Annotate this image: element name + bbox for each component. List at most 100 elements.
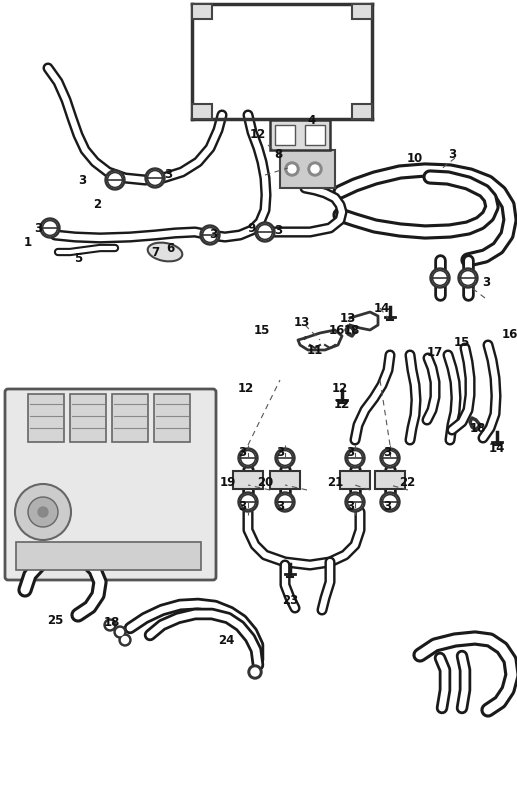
Text: 3: 3	[238, 499, 246, 513]
Text: 8: 8	[274, 148, 282, 162]
Text: 22: 22	[399, 476, 415, 488]
Ellipse shape	[148, 243, 183, 261]
Text: 3: 3	[383, 447, 391, 459]
Circle shape	[116, 629, 124, 636]
Text: 3: 3	[482, 276, 490, 289]
Text: 3: 3	[346, 447, 354, 459]
Bar	[275, 125, 295, 145]
Text: 19: 19	[220, 476, 236, 488]
Text: 23: 23	[282, 593, 298, 607]
Bar	[192, 104, 212, 119]
Circle shape	[251, 668, 259, 676]
Circle shape	[203, 228, 218, 243]
Bar	[340, 471, 370, 489]
Circle shape	[40, 218, 60, 238]
Circle shape	[430, 268, 450, 288]
Text: 5: 5	[74, 251, 82, 265]
Text: 3: 3	[346, 499, 354, 513]
Text: 3: 3	[383, 499, 391, 513]
Circle shape	[345, 492, 365, 512]
Text: 4: 4	[308, 115, 316, 127]
Text: 18: 18	[344, 323, 360, 337]
Text: 6: 6	[166, 242, 174, 254]
Bar	[270, 471, 300, 489]
Text: 3: 3	[274, 224, 282, 236]
Circle shape	[248, 665, 262, 679]
Circle shape	[255, 222, 275, 242]
FancyBboxPatch shape	[5, 389, 216, 580]
Bar	[192, 4, 212, 19]
Text: 7: 7	[151, 246, 159, 260]
Text: 20: 20	[257, 476, 273, 488]
Circle shape	[15, 484, 71, 540]
Text: 14: 14	[374, 301, 390, 315]
Circle shape	[345, 448, 365, 468]
Circle shape	[458, 268, 478, 288]
Circle shape	[278, 451, 293, 466]
Circle shape	[275, 492, 295, 512]
Text: 18: 18	[470, 422, 486, 435]
Text: 10: 10	[407, 152, 423, 165]
Bar	[375, 471, 405, 489]
Circle shape	[108, 173, 123, 188]
Text: 3: 3	[164, 169, 172, 181]
Text: 16: 16	[502, 328, 517, 341]
Circle shape	[105, 170, 125, 190]
Text: 17: 17	[427, 345, 443, 359]
Text: 3: 3	[238, 447, 246, 459]
Circle shape	[119, 634, 131, 646]
Bar	[352, 104, 372, 119]
Circle shape	[38, 507, 48, 517]
Text: 13: 13	[340, 312, 356, 324]
Circle shape	[240, 451, 255, 466]
Bar	[192, 4, 372, 119]
Bar	[70, 394, 106, 442]
Bar	[352, 4, 372, 19]
Circle shape	[107, 622, 114, 629]
Circle shape	[145, 168, 165, 188]
Text: 2: 2	[93, 199, 101, 211]
Circle shape	[104, 619, 116, 631]
Text: 11: 11	[307, 344, 323, 356]
Circle shape	[380, 448, 400, 468]
Text: 1: 1	[24, 236, 32, 249]
Circle shape	[28, 497, 58, 527]
Circle shape	[308, 162, 322, 176]
Text: 21: 21	[327, 476, 343, 488]
Text: 3: 3	[78, 173, 86, 187]
Text: 9: 9	[248, 221, 256, 235]
Bar	[154, 394, 190, 442]
Bar	[112, 394, 148, 442]
Text: 24: 24	[218, 633, 234, 647]
Text: 25: 25	[47, 614, 63, 626]
Text: 3: 3	[209, 228, 217, 242]
Circle shape	[383, 495, 398, 509]
Circle shape	[380, 492, 400, 512]
Circle shape	[278, 495, 293, 509]
Text: 15: 15	[254, 323, 270, 337]
Circle shape	[311, 165, 319, 173]
Circle shape	[288, 165, 296, 173]
Circle shape	[257, 225, 272, 239]
Text: 12: 12	[332, 382, 348, 395]
Circle shape	[200, 225, 220, 245]
Text: 14: 14	[489, 441, 505, 455]
Circle shape	[42, 221, 57, 235]
Text: 18: 18	[104, 615, 120, 629]
Text: 3: 3	[276, 499, 284, 513]
Text: 13: 13	[294, 316, 310, 328]
Text: 12: 12	[250, 129, 266, 141]
Text: 3: 3	[448, 148, 456, 162]
Circle shape	[285, 162, 299, 176]
Text: 3: 3	[276, 447, 284, 459]
Text: 15: 15	[454, 337, 470, 349]
Text: 12: 12	[238, 382, 254, 395]
Circle shape	[147, 170, 162, 185]
Bar	[280, 150, 335, 188]
Text: 16: 16	[329, 323, 345, 337]
Circle shape	[383, 451, 398, 466]
Circle shape	[238, 448, 258, 468]
Circle shape	[240, 495, 255, 509]
Circle shape	[461, 271, 476, 286]
Circle shape	[347, 451, 362, 466]
